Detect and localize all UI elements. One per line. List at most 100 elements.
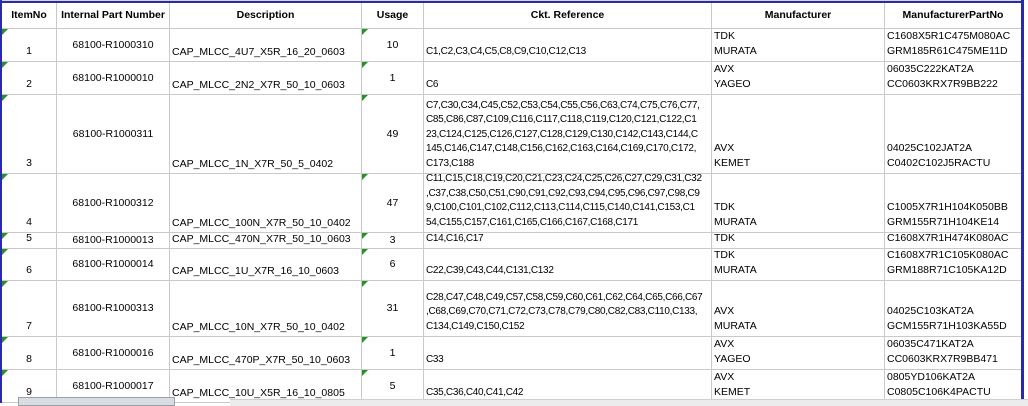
error-indicator-icon: [2, 95, 8, 101]
table-row: 4 68100-R1000312 CAP_MLCC_100N_X7R_50_10…: [2, 174, 1021, 233]
cell-description[interactable]: CAP_MLCC_4U7_X5R_16_20_0603: [170, 29, 362, 62]
usage-value: 6: [389, 258, 396, 270]
column-header-description[interactable]: Description: [170, 3, 362, 29]
table-row: 5 68100-R1000013 CAP_MLCC_470N_X7R_50_10…: [2, 233, 1021, 249]
cell-manufacturer[interactable]: AVX YAGEO: [712, 337, 885, 370]
cell-empty[interactable]: [885, 0, 1021, 1]
cell-manufacturer[interactable]: AVX YAGEO: [712, 62, 885, 95]
cell-internal-part-number[interactable]: 68100-R1000016: [57, 337, 170, 370]
error-indicator-icon: [362, 62, 368, 68]
cell-manufacturer-part-no[interactable]: C1608X5R1C475M080AC GRM185R61C475ME11D: [885, 29, 1021, 62]
cell-ckt-reference[interactable]: C1,C2,C3,C4,C5,C8,C9,C10,C12,C13: [424, 29, 712, 62]
ckt-reference-value: C6: [426, 78, 439, 90]
error-indicator-icon: [2, 233, 8, 239]
cell-item-no[interactable]: 4: [2, 174, 57, 233]
column-header-manufacturer[interactable]: Manufacturer: [712, 3, 885, 29]
usage-value: 1: [389, 71, 396, 84]
description-value: CAP_MLCC_4U7_X5R_16_20_0603: [172, 46, 345, 58]
internal-part-number-value: 68100-R1000016: [72, 346, 154, 359]
description-value: CAP_MLCC_10U_X5R_16_10_0805: [172, 387, 345, 399]
cell-usage[interactable]: 10: [362, 29, 424, 62]
manufacturer-value: TDK: [714, 233, 735, 244]
cell-empty[interactable]: [2, 0, 57, 1]
cell-empty[interactable]: [170, 0, 362, 1]
cell-empty[interactable]: [362, 0, 424, 1]
column-header-internal-part-number[interactable]: Internal Part Number: [57, 3, 170, 29]
cell-usage[interactable]: 3: [362, 233, 424, 249]
item-no-value: 8: [26, 353, 32, 365]
description-value: CAP_MLCC_470N_X7R_50_10_0603: [172, 233, 351, 245]
cell-ckt-reference[interactable]: C6: [424, 62, 712, 95]
cell-ckt-reference[interactable]: C33: [424, 337, 712, 370]
manufacturer-part-no-value: 04025C102JAT2A C0402C102J5RACTU: [887, 142, 991, 169]
cell-description[interactable]: CAP_MLCC_1U_X7R_16_10_0603: [170, 249, 362, 281]
column-header-itemno[interactable]: ItemNo: [2, 3, 57, 29]
cell-ckt-reference[interactable]: C7,C30,C34,C45,C52,C53,C54,C55,C56,C63,C…: [424, 95, 712, 174]
cell-ckt-reference[interactable]: C11,C15,C18,C19,C20,C21,C23,C24,C25,C26,…: [424, 174, 712, 233]
cell-manufacturer[interactable]: TDK MURATA: [712, 29, 885, 62]
cell-manufacturer-part-no[interactable]: 04025C103KAT2A GCM155R71H103KA55D: [885, 281, 1021, 337]
cell-manufacturer-part-no[interactable]: C1608X7R1H474K080AC: [885, 233, 1021, 249]
cell-usage[interactable]: 6: [362, 249, 424, 281]
cell-ckt-reference[interactable]: C28,C47,C48,C49,C57,C58,C59,C60,C61,C62,…: [424, 281, 712, 337]
cell-usage[interactable]: 49: [362, 95, 424, 174]
cell-item-no[interactable]: 1: [2, 29, 57, 62]
cell-item-no[interactable]: 3: [2, 95, 57, 174]
cell-manufacturer[interactable]: AVX KEMET: [712, 95, 885, 174]
cell-manufacturer-part-no[interactable]: C1005X7R1H104K050BB GRM155R71H104KE14: [885, 174, 1021, 233]
cell-internal-part-number[interactable]: 68100-R1000313: [57, 281, 170, 337]
cell-manufacturer-part-no[interactable]: 06035C471KAT2A CC0603KRX7R9BB471: [885, 337, 1021, 370]
cell-item-no[interactable]: 2: [2, 62, 57, 95]
manufacturer-part-no-value: C1608X5R1C475M080AC GRM185R61C475ME11D: [887, 30, 1011, 57]
horizontal-scrollbar-thumb[interactable]: [18, 397, 175, 406]
cell-description[interactable]: CAP_MLCC_10N_X7R_50_10_0402: [170, 281, 362, 337]
cell-manufacturer[interactable]: AVX MURATA: [712, 281, 885, 337]
manufacturer-value: AVX YAGEO: [714, 63, 751, 90]
horizontal-scrollbar-track[interactable]: [230, 399, 1028, 406]
cell-usage[interactable]: 1: [362, 62, 424, 95]
cell-usage[interactable]: 1: [362, 337, 424, 370]
cell-internal-part-number[interactable]: 68100-R1000312: [57, 174, 170, 233]
cell-description[interactable]: CAP_MLCC_1N_X7R_50_5_0402: [170, 95, 362, 174]
cell-empty[interactable]: [424, 0, 712, 1]
cell-manufacturer-part-no[interactable]: C1608X7R1C105K080AC GRM188R71C105KA12D: [885, 249, 1021, 281]
cell-usage[interactable]: 47: [362, 174, 424, 233]
ckt-reference-value: C7,C30,C34,C45,C52,C53,C54,C55,C56,C63,C…: [426, 99, 700, 169]
cell-description[interactable]: CAP_MLCC_100N_X7R_50_10_0402: [170, 174, 362, 233]
cell-internal-part-number[interactable]: 68100-R1000310: [57, 29, 170, 62]
error-indicator-icon: [2, 337, 8, 343]
cell-ckt-reference[interactable]: C14,C16,C17: [424, 233, 712, 249]
cell-internal-part-number[interactable]: 68100-R1000010: [57, 62, 170, 95]
cell-manufacturer[interactable]: TDK MURATA: [712, 249, 885, 281]
error-indicator-icon: [2, 62, 8, 68]
cell-internal-part-number[interactable]: 68100-R1000311: [57, 95, 170, 174]
cell-manufacturer-part-no[interactable]: 04025C102JAT2A C0402C102J5RACTU: [885, 95, 1021, 174]
cell-item-no[interactable]: 6: [2, 249, 57, 281]
column-header-manufacturerpartno[interactable]: ManufacturerPartNo: [885, 3, 1021, 29]
cell-manufacturer-part-no[interactable]: 06035C222KAT2A CC0603KRX7R9BB222: [885, 62, 1021, 95]
cell-item-no[interactable]: 5: [2, 233, 57, 249]
column-header-ckt-reference[interactable]: Ckt. Reference: [424, 3, 712, 29]
cell-usage[interactable]: 31: [362, 281, 424, 337]
error-indicator-icon: [362, 281, 368, 287]
cell-internal-part-number[interactable]: 68100-R1000014: [57, 249, 170, 281]
cell-item-no[interactable]: 8: [2, 337, 57, 370]
internal-part-number-value: 68100-R1000014: [72, 258, 154, 270]
cell-empty[interactable]: [712, 0, 885, 1]
cell-ckt-reference[interactable]: C22,C39,C43,C44,C131,C132: [424, 249, 712, 281]
column-header-usage[interactable]: Usage: [362, 3, 424, 29]
cell-manufacturer[interactable]: TDK MURATA: [712, 174, 885, 233]
cell-item-no[interactable]: 7: [2, 281, 57, 337]
manufacturer-value: TDK MURATA: [714, 30, 757, 57]
cell-manufacturer[interactable]: TDK: [712, 233, 885, 249]
cell-description[interactable]: CAP_MLCC_2N2_X7R_50_10_0603: [170, 62, 362, 95]
cell-description[interactable]: CAP_MLCC_470N_X7R_50_10_0603: [170, 233, 362, 249]
error-indicator-icon: [362, 337, 368, 343]
error-indicator-icon: [362, 174, 368, 180]
cell-empty[interactable]: [57, 0, 170, 1]
description-value: CAP_MLCC_10N_X7R_50_10_0402: [172, 321, 345, 333]
cell-description[interactable]: CAP_MLCC_470P_X7R_50_10_0603: [170, 337, 362, 370]
manufacturer-part-no-value: 0805YD106KAT2A C0805C106K4PACTU: [887, 371, 991, 398]
cell-internal-part-number[interactable]: 68100-R1000013: [57, 233, 170, 249]
